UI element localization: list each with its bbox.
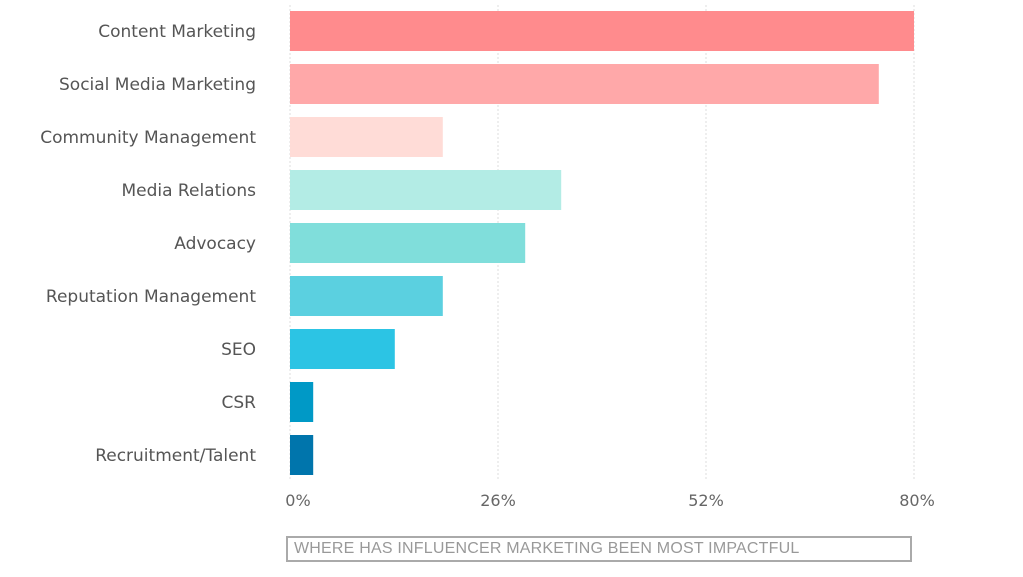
bar <box>290 329 395 369</box>
bar <box>290 64 879 104</box>
category-label: Advocacy <box>174 234 256 254</box>
bar-chart: 0% 26% 52% 80% Content Marketing Social Media… <box>40 5 935 510</box>
bar <box>290 435 314 475</box>
tick-label: 26% <box>480 491 516 510</box>
category-label: Content Marketing <box>98 22 256 42</box>
bar <box>290 117 443 157</box>
bar <box>290 382 314 422</box>
category-label: Media Relations <box>121 181 256 201</box>
category-label: Social Media Marketing <box>59 75 256 95</box>
bar <box>290 223 526 263</box>
bar <box>290 276 443 316</box>
chart-title: WHERE HAS INFLUENCER MARKETING BEEN MOST… <box>286 536 912 562</box>
tick-label: 80% <box>899 491 935 510</box>
tick-label: 52% <box>688 491 724 510</box>
category-label: Recruitment/Talent <box>95 446 256 466</box>
category-label: Community Management <box>40 128 256 148</box>
tick-label: 0% <box>285 491 310 510</box>
category-label: Reputation Management <box>46 287 256 307</box>
category-label: SEO <box>221 340 256 360</box>
bar <box>290 170 562 210</box>
category-label: CSR <box>222 393 257 413</box>
bar <box>290 11 914 51</box>
